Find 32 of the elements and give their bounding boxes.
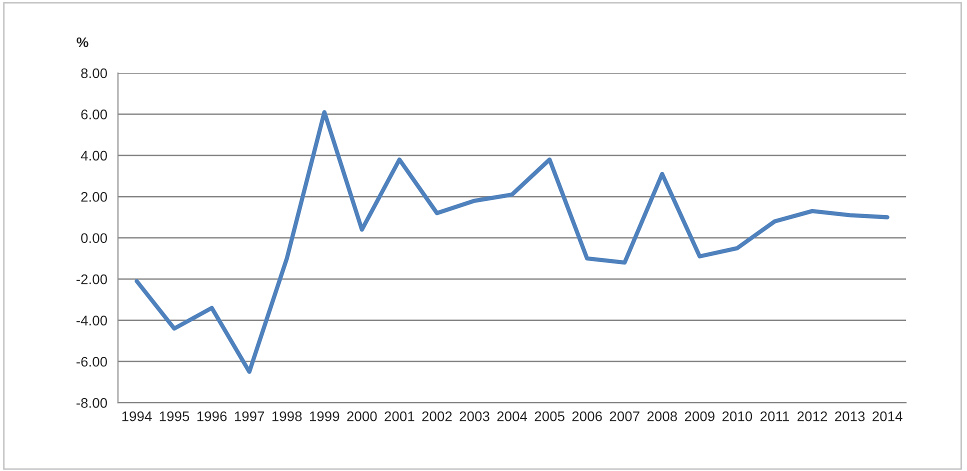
x-tick-label: 2002 [422, 411, 452, 422]
y-tick-label: 8.00 [81, 68, 108, 78]
x-tick-label: 2014 [872, 411, 902, 422]
y-tick-label: 0.00 [81, 233, 108, 244]
y-tick-label: -6.00 [76, 356, 108, 367]
y-tick-label: -8.00 [76, 398, 108, 408]
x-tick-label: 1998 [272, 411, 302, 422]
x-tick-label: 2013 [835, 411, 865, 422]
x-tick-label: 2008 [647, 411, 677, 422]
x-tick-label: 2001 [384, 411, 414, 422]
line-series [134, 110, 890, 374]
y-tick-label: 4.00 [80, 150, 108, 161]
y-axis-title: % [76, 37, 88, 48]
y-tick-label: -4.00 [76, 316, 108, 326]
x-tick-label: 1995 [160, 411, 190, 422]
x-tick-label: 2012 [798, 411, 828, 422]
x-tick-label: 2009 [684, 411, 714, 422]
x-tick-label: 2010 [722, 411, 752, 422]
y-tick-label: 2.00 [81, 192, 108, 202]
x-tick-label: 2003 [460, 411, 490, 422]
x-tick-label: 2000 [347, 411, 377, 422]
x-tick-label: 2004 [497, 411, 528, 422]
x-tick-label: 2006 [572, 411, 602, 422]
y-tick-label: 6.00 [81, 110, 108, 120]
x-tick-label: 1994 [122, 411, 152, 422]
x-tick-label: 1996 [197, 411, 227, 422]
y-tick-label: -2.00 [76, 274, 108, 284]
x-tick-label: 2011 [760, 411, 789, 422]
x-tick-label: 2007 [610, 411, 640, 422]
x-tick-label: 1999 [310, 411, 340, 422]
x-tick-label: 1997 [234, 411, 264, 422]
x-tick-label: 2005 [534, 411, 564, 422]
